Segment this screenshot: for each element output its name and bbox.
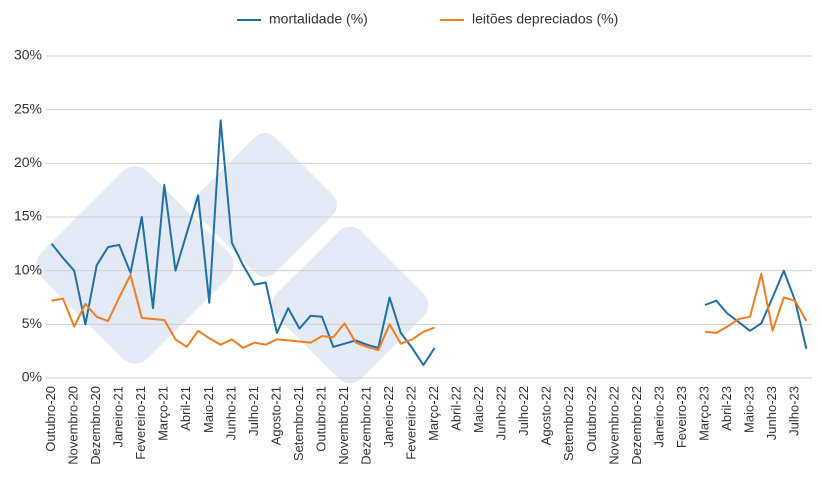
x-tick-label: Abril-21 [178, 386, 193, 431]
x-tick-label: Julho-23 [787, 386, 802, 436]
watermark [36, 133, 429, 384]
x-tick-label: Janeiro-23 [651, 386, 666, 447]
y-tick-label: 20% [14, 154, 42, 170]
x-tick-label: Novembro-20 [66, 386, 81, 465]
x-tick-label: Outubro-20 [43, 386, 58, 452]
x-tick-label: Feveiro-23 [674, 386, 689, 448]
x-tick-label: Fevereiro-21 [133, 386, 148, 460]
x-tick-label: Agosto-22 [539, 386, 554, 445]
x-tick-label: Dezembro-21 [358, 386, 373, 465]
y-tick-label: 5% [22, 315, 42, 331]
x-tick-label: Dezembro-22 [629, 386, 644, 465]
x-tick-label: Junho-22 [494, 386, 509, 440]
x-tick-label: Abril-22 [449, 386, 464, 431]
series-line [51, 272, 808, 352]
y-tick-label: 0% [22, 369, 42, 385]
x-tick-label: Outubro-22 [584, 386, 599, 452]
x-tick-label: Fevereiro-22 [404, 386, 419, 460]
x-tick-label: Janeiro-22 [381, 386, 396, 447]
x-tick-label: Novembro-22 [606, 386, 621, 465]
x-tick-label: Março-21 [156, 386, 171, 441]
x-tick-label: Janeiro-21 [111, 386, 126, 447]
x-tick-label: Março-23 [696, 386, 711, 441]
x-tick-label: Setembro-22 [561, 386, 576, 461]
x-tick-label: Julho-21 [246, 386, 261, 436]
x-tick-label: Setembro-21 [291, 386, 306, 461]
series-line [50, 119, 808, 367]
x-tick-label: Junho-21 [223, 386, 238, 440]
y-tick-label: 15% [14, 208, 42, 224]
x-tick-label: Abril-23 [719, 386, 734, 431]
x-tick-label: Agosto-21 [268, 386, 283, 445]
x-tick-label: Dezembro-20 [88, 386, 103, 465]
x-tick-label: Março-22 [426, 386, 441, 441]
x-tick-label: Maio-21 [201, 386, 216, 433]
x-tick-label: Outubro-21 [313, 386, 328, 452]
y-tick-label: 25% [14, 100, 42, 116]
x-tick-label: Maio-23 [741, 386, 756, 433]
legend-label: mortalidade (%) [269, 11, 368, 27]
y-tick-label: 30% [14, 47, 42, 63]
x-tick-label: Junho-23 [764, 386, 779, 440]
legend-label: leitões depreciados (%) [472, 11, 618, 27]
x-tick-label: Maio-22 [471, 386, 486, 433]
x-tick-label: Novembro-21 [336, 386, 351, 465]
x-tick-label: Julho-22 [516, 386, 531, 436]
y-tick-label: 10% [14, 261, 42, 277]
